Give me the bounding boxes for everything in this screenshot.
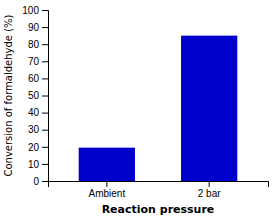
tick-mark xyxy=(106,181,107,187)
tick: 60 xyxy=(28,73,48,84)
tick: 40 xyxy=(28,107,48,118)
x-axis-title: Reaction pressure xyxy=(102,203,215,216)
tick-mark xyxy=(42,164,48,165)
tick-mark xyxy=(42,113,48,114)
tick: 20 xyxy=(28,142,48,153)
tick: 50 xyxy=(28,90,48,101)
tick: 10 xyxy=(28,159,48,170)
tick-label: 90 xyxy=(28,22,40,33)
tick-label: 20 xyxy=(28,142,40,153)
tick-label: 60 xyxy=(28,73,40,84)
tick: 100 xyxy=(22,5,48,16)
tick-label: 0 xyxy=(33,176,39,187)
tick-mark xyxy=(42,44,48,45)
axis-line xyxy=(42,11,49,182)
bar xyxy=(181,36,237,181)
tick-mark xyxy=(42,61,48,62)
axis-line xyxy=(49,182,269,188)
x-axis: Ambient 2 bar xyxy=(49,181,269,199)
bars xyxy=(79,36,238,181)
y-axis: 0 10 20 30 40 50 60 70 80 90 100 xyxy=(22,5,48,187)
tick-mark xyxy=(42,10,48,11)
tick-label: 40 xyxy=(28,107,40,118)
tick-mark xyxy=(42,147,48,148)
tick-mark xyxy=(42,130,48,131)
tick: 90 xyxy=(28,22,48,33)
tick: 0 xyxy=(33,176,48,187)
tick-label: 70 xyxy=(28,56,40,67)
tick-mark xyxy=(209,181,210,187)
tick-label: 80 xyxy=(28,39,40,50)
tick: 80 xyxy=(28,39,48,50)
tick-label: Ambient xyxy=(88,188,125,199)
tick: 2 bar xyxy=(198,181,221,199)
tick-label: 2 bar xyxy=(198,188,221,199)
tick-label: 10 xyxy=(28,159,40,170)
tick-mark xyxy=(42,96,48,97)
tick-label: 100 xyxy=(22,5,39,16)
tick: Ambient xyxy=(88,181,125,199)
tick-label: 30 xyxy=(28,124,40,135)
tick-mark xyxy=(42,78,48,79)
chart: 0 10 20 30 40 50 60 70 80 90 100 Ambient 2 bar Reacti… xyxy=(0,0,280,221)
tick-mark xyxy=(42,181,48,182)
tick: 30 xyxy=(28,124,48,135)
y-axis-title: Conversion of formaldehyde (%) xyxy=(3,14,14,176)
bar xyxy=(79,148,135,181)
plot: 0 10 20 30 40 50 60 70 80 90 100 Ambient 2 bar xyxy=(22,5,268,199)
tick-mark xyxy=(42,27,48,28)
tick-label: 50 xyxy=(28,90,40,101)
tick: 70 xyxy=(28,56,48,67)
